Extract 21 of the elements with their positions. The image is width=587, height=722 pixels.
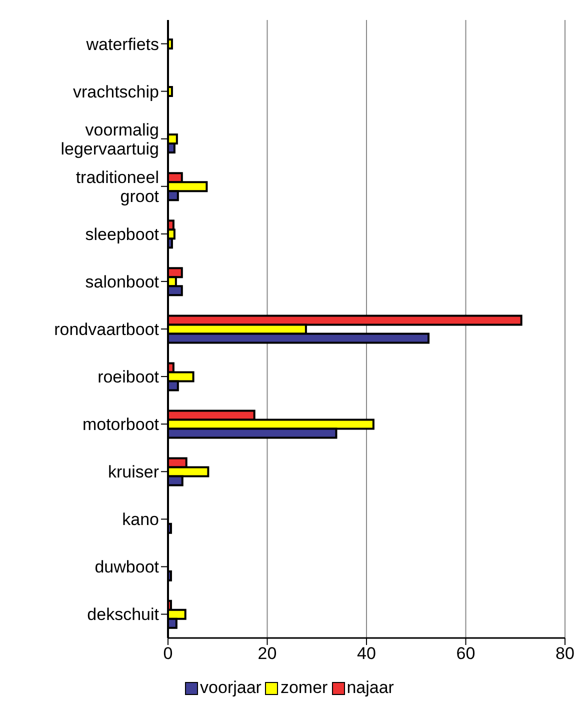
y-tick-label: kano [122,510,159,530]
y-tick-label: salonboot [85,272,160,292]
y-tick-label: traditioneel groot [76,168,160,206]
y-tick-label: voormalig legervaartuig [60,120,159,158]
y-tick-label: waterfiets [85,34,159,54]
y-tick-label: motorboot [82,415,160,434]
legend-label: najaar [346,678,394,698]
y-tick-label: roeiboot [98,368,160,387]
y-tick-label: duwboot [94,558,160,577]
y-tick-label: rondvaartboot [54,320,160,339]
y-tick-label: vrachtschip [73,82,159,102]
x-tick-label: 80 [556,644,574,664]
x-tick-label: 0 [163,644,173,664]
x-tick-label: 20 [258,644,277,664]
legend-label: zomer [279,678,328,698]
x-tick-label: 40 [357,644,376,664]
y-tick-label: kruiser [108,462,160,482]
y-tick-label: sleepboot [85,224,160,244]
y-tick-label: dekschuit [87,605,160,624]
legend-label: voorjaar [199,678,262,698]
x-tick-label: 60 [456,644,476,664]
